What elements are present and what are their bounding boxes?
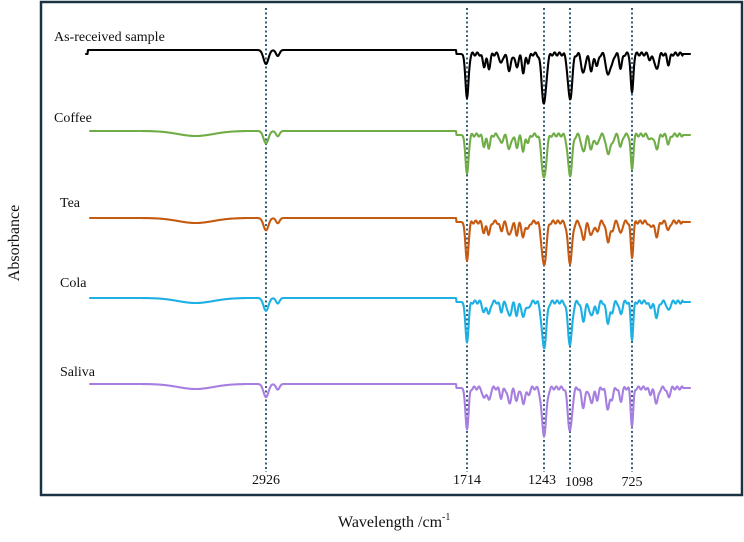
series-label-tea: Tea <box>60 196 81 211</box>
x-axis-label-text: Wavelength /cm <box>338 514 443 531</box>
y-axis-label: Absorbance <box>6 205 23 281</box>
tick-label-1098: 1098 <box>565 475 593 490</box>
spectrum-saliva <box>88 382 692 438</box>
spectra <box>84 48 692 438</box>
tick-label-1714: 1714 <box>453 473 481 488</box>
plot-frame <box>39 0 744 497</box>
tick-label-2926: 2926 <box>252 473 280 488</box>
x-axis-label: Wavelength /cm-1 <box>338 512 450 531</box>
spectrum-cola <box>88 296 692 350</box>
tick-label-1243: 1243 <box>528 473 556 488</box>
series-labels: As-received sample Coffee Tea Cola Saliva <box>54 30 165 380</box>
spectrum-coffee <box>88 129 692 179</box>
spectrum-as-received-sample <box>84 48 692 105</box>
series-label-as-received-sample: As-received sample <box>54 30 165 45</box>
series-label-saliva: Saliva <box>60 365 96 380</box>
tick-label-725: 725 <box>622 475 643 490</box>
series-label-coffee: Coffee <box>54 111 92 126</box>
peak-markers <box>265 8 633 472</box>
spectrum-tea <box>88 216 692 266</box>
x-axis-label-superscript: -1 <box>442 512 450 523</box>
series-label-cola: Cola <box>60 276 87 291</box>
peak-tick-labels: 2926 1714 1243 1098 725 <box>252 473 643 490</box>
